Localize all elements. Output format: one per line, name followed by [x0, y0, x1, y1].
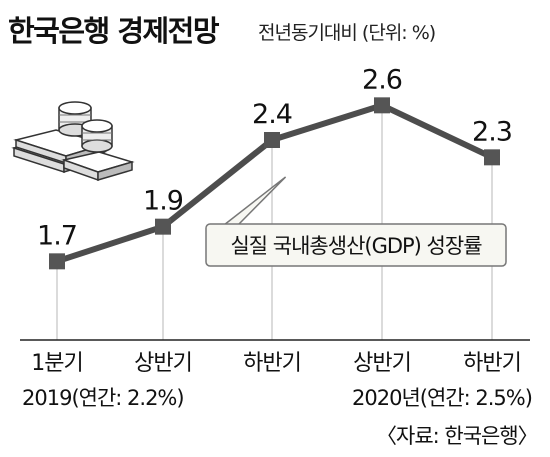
year-2019-label: 2019(연간: 2.2%): [22, 386, 185, 410]
data-point-marker: [374, 97, 390, 114]
value-label: 1.9: [143, 186, 183, 217]
series-callout: 실질 국내총생산(GDP) 성장률: [205, 176, 507, 267]
callout-pointer: [221, 176, 287, 226]
category-label: 하반기: [463, 351, 521, 376]
value-label: 2.3: [472, 116, 512, 147]
category-label: 1분기: [31, 351, 82, 376]
category-label: 상반기: [353, 351, 411, 376]
year-2020-label: 2020년(연간: 2.5%): [352, 386, 533, 410]
callout-label: 실질 국내총생산(GDP) 성장률: [230, 234, 482, 258]
data-point-marker: [484, 149, 500, 166]
chart-subtitle: 전년동기대비 (단위: %): [258, 22, 436, 44]
chart-title: 한국은행 경제전망: [8, 14, 220, 48]
grid-lines: [20, 105, 530, 341]
series-layer: [49, 97, 500, 270]
value-label: 1.7: [37, 220, 77, 251]
category-label: 하반기: [243, 351, 301, 376]
category-labels: 1분기 상반기 하반기 상반기 하반기: [31, 351, 522, 376]
header: 한국은행 경제전망 전년동기대비 (단위: %): [8, 6, 544, 48]
data-point-marker: [264, 132, 280, 148]
source-note: 〈자료: 한국은행〉: [376, 424, 539, 448]
callout-box: [205, 223, 507, 267]
data-point-marker: [155, 218, 171, 235]
data-point-marker: [49, 253, 65, 270]
value-labels: 1.7 1.9 2.4 2.6 2.3: [37, 64, 513, 251]
value-label: 2.6: [362, 64, 402, 95]
stacked-money-coins-icon: [11, 101, 135, 182]
category-label: 상반기: [134, 351, 192, 376]
value-label: 2.4: [252, 99, 292, 130]
